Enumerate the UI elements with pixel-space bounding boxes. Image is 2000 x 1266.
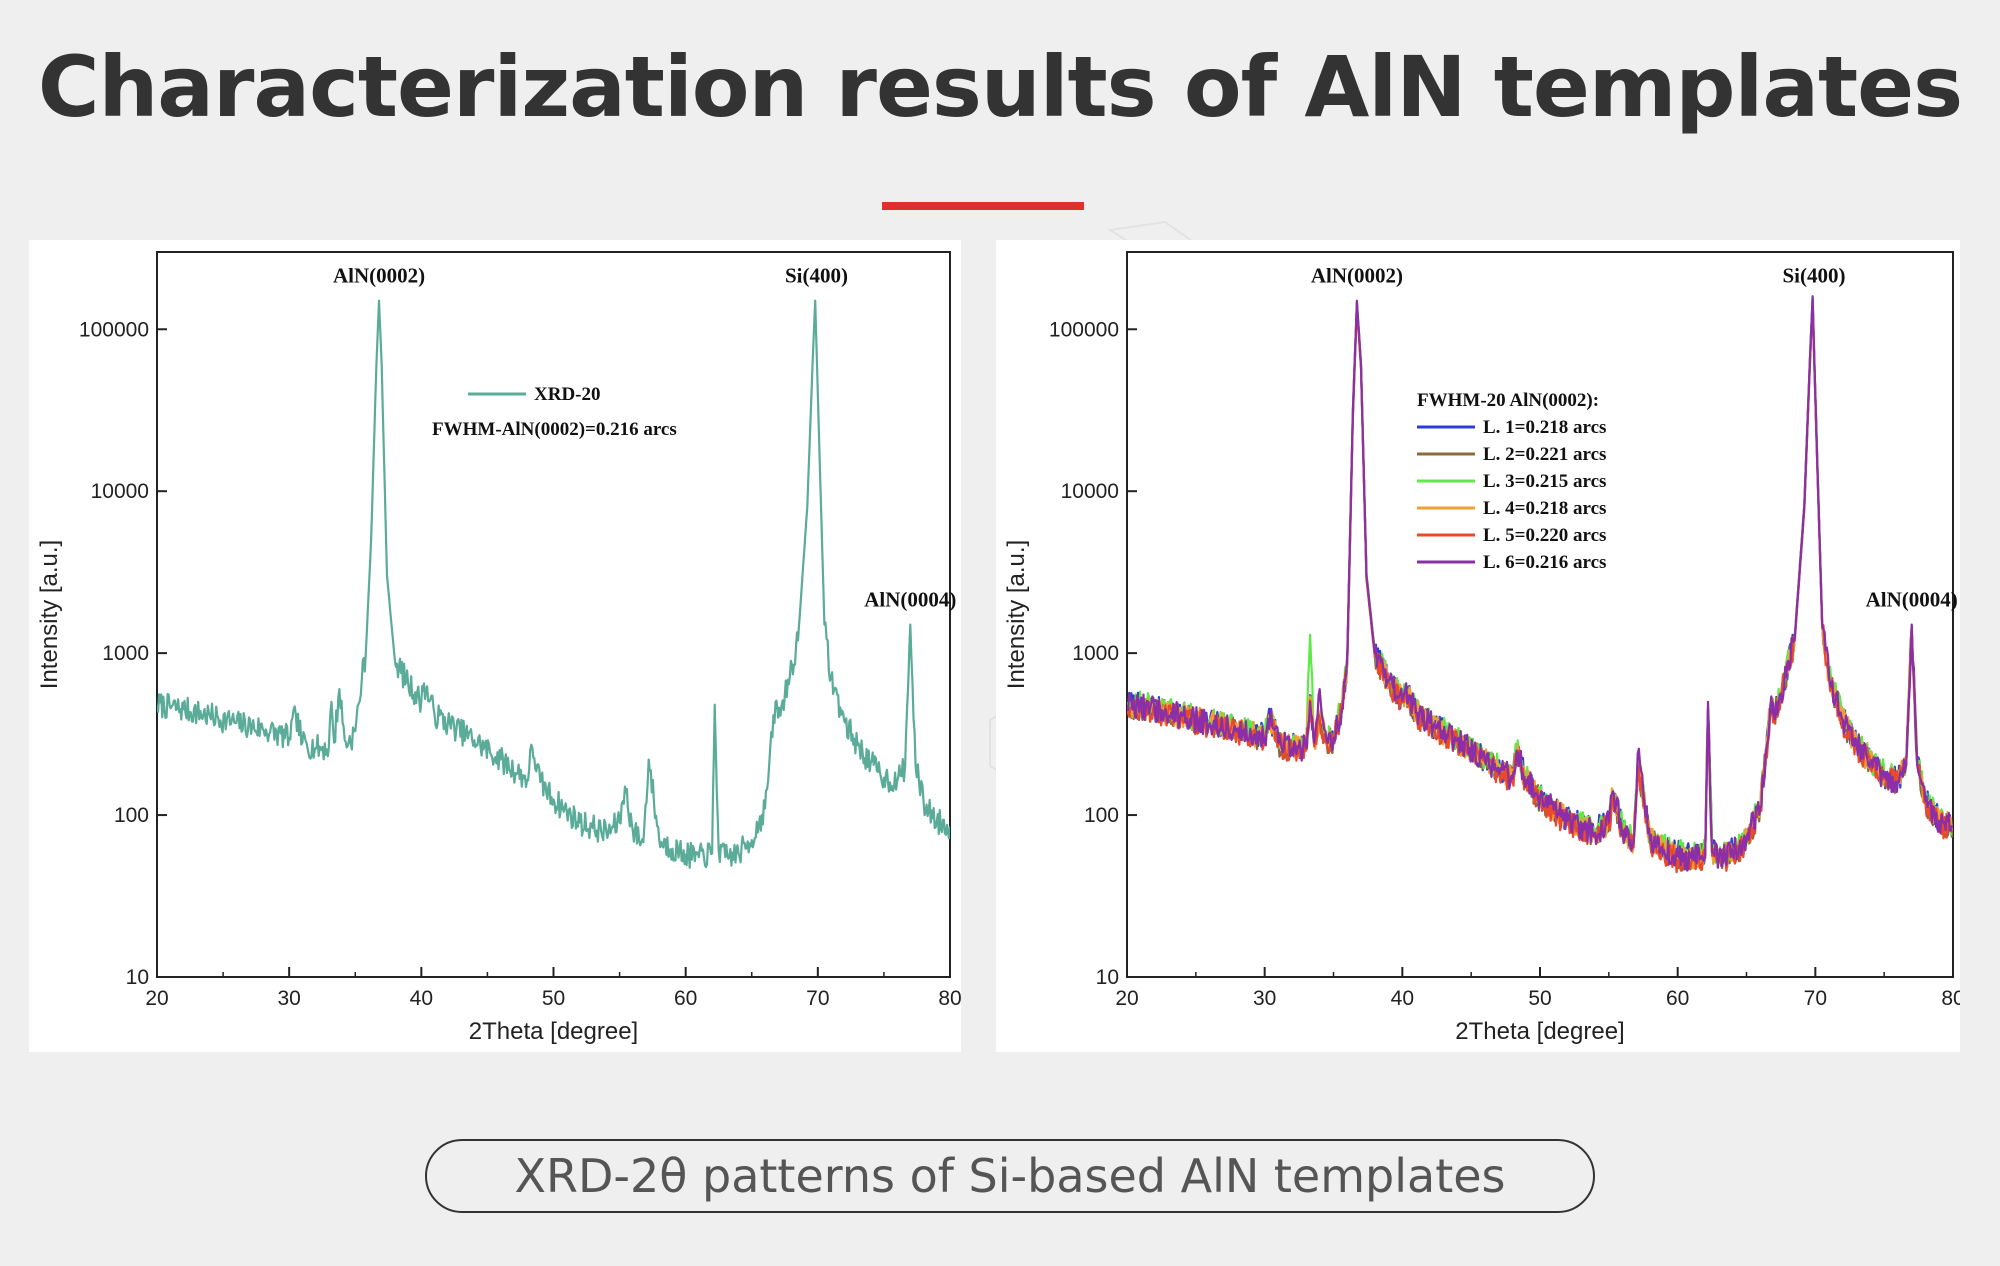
caption-box: XRD-2θ patterns of Si-based AlN template…: [425, 1139, 1595, 1213]
peak-annotation: AlN(0004): [864, 588, 956, 612]
peak-annotation: AlN(0002): [333, 264, 425, 288]
chart-panel-right: 20 30 40 50 60 70 80 10 100 1000 10000 100000 2Theta…: [996, 240, 1960, 1052]
legend-label: L. 5=0.220 arcs: [1483, 525, 1606, 546]
y-tick-label: 100000: [79, 318, 149, 341]
chart-panel-left: 20 30 40 50 60 70 80 10 100 1000 10000 100000 2Theta…: [29, 240, 961, 1052]
series-line: [157, 299, 950, 869]
y-axis-label: Intensity [a.u.]: [1003, 540, 1030, 689]
y-tick-label: 100: [1084, 804, 1119, 827]
x-tick-label: 60: [674, 987, 697, 1010]
y-tick-label: 100: [114, 804, 149, 827]
x-tick-label: 80: [1941, 987, 1960, 1010]
series-line: [1127, 295, 1953, 872]
series-line: [1127, 300, 1953, 872]
x-tick-label: 50: [542, 987, 565, 1010]
legend-label: L. 4=0.218 arcs: [1483, 498, 1606, 519]
y-tick-label: 10: [1096, 966, 1119, 989]
legend-label: L. 2=0.221 arcs: [1483, 444, 1606, 465]
page-title: Characterization results of AlN template…: [37, 38, 1963, 136]
x-tick-label: 20: [145, 987, 168, 1010]
x-tick-label: 40: [1391, 987, 1414, 1010]
peak-annotation: Si(400): [1782, 264, 1845, 288]
peak-annotation: AlN(0004): [1866, 588, 1958, 612]
peak-annotation: AlN(0002): [1311, 264, 1403, 288]
x-tick-label: 70: [1804, 987, 1827, 1010]
x-tick-label: 50: [1528, 987, 1551, 1010]
y-tick-label: 10000: [1061, 480, 1119, 503]
legend-label: L. 3=0.215 arcs: [1483, 471, 1606, 492]
x-tick-label: 20: [1115, 987, 1138, 1010]
legend-note: FWHM-AlN(0002)=0.216 arcs: [432, 419, 677, 440]
y-tick-label: 100000: [1049, 318, 1119, 341]
series-line: [1127, 296, 1953, 870]
y-axis-label: Intensity [a.u.]: [36, 540, 63, 689]
xrd-chart-left: 20 30 40 50 60 70 80 10 100 1000 10000 100000 2Theta…: [36, 251, 961, 1045]
plot-frame: [156, 251, 951, 978]
x-tick-label: 30: [277, 987, 300, 1010]
series-line: [1127, 297, 1953, 870]
x-axis-label: 2Theta [degree]: [1455, 1018, 1624, 1045]
legend-title: FWHM-20 AlN(0002):: [1417, 390, 1599, 411]
x-tick-label: 40: [410, 987, 433, 1010]
x-tick-label: 70: [806, 987, 829, 1010]
plot-frame: [1126, 251, 1954, 978]
caption-text: XRD-2θ patterns of Si-based AlN template…: [514, 1149, 1506, 1203]
legend-label: L. 6=0.216 arcs: [1483, 552, 1606, 573]
y-tick-label: 10: [126, 966, 149, 989]
x-tick-label: 30: [1253, 987, 1276, 1010]
y-tick-label: 10000: [91, 480, 149, 503]
y-tick-label: 1000: [1072, 642, 1119, 665]
x-tick-label: 60: [1666, 987, 1689, 1010]
y-tick-label: 1000: [102, 642, 149, 665]
peak-annotation: Si(400): [785, 264, 848, 288]
x-axis-label: 2Theta [degree]: [469, 1018, 638, 1045]
xrd-chart-right: 20 30 40 50 60 70 80 10 100 1000 10000 100000 2Theta…: [1003, 251, 1960, 1045]
title-accent-bar: [882, 202, 1084, 210]
legend-label: L. 1=0.218 arcs: [1483, 417, 1606, 438]
legend-label: XRD-20: [534, 384, 601, 405]
x-tick-label: 80: [938, 987, 961, 1010]
series-line: [1127, 298, 1953, 870]
